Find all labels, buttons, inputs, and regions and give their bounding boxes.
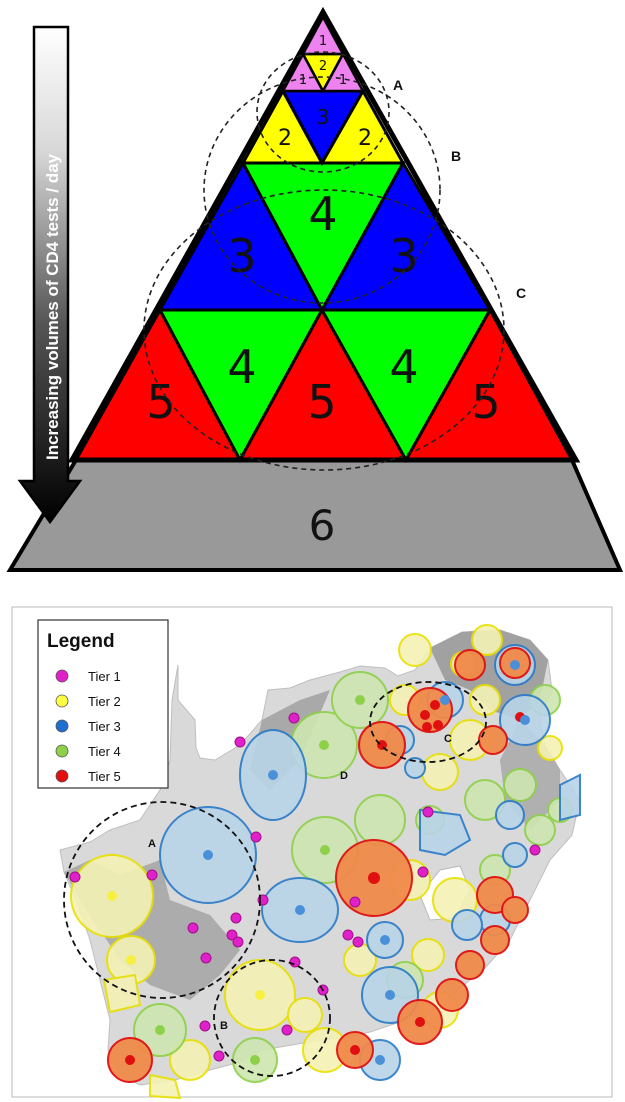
tier-label-2-left: 2	[278, 126, 292, 151]
tier-label-3-left: 3	[227, 229, 256, 283]
tier-label-4-center: 4	[308, 187, 337, 241]
cluster-label-c: C	[444, 733, 452, 745]
legend-swatch-tier1	[55, 669, 69, 683]
tier-label-5-left: 5	[146, 375, 175, 429]
tier-label-3-right: 3	[389, 229, 418, 283]
tier-label-5-right: 5	[471, 375, 500, 429]
tier1-points	[69, 712, 541, 1062]
pyramid-outline	[67, 6, 581, 463]
legend-label-tier2: Tier 2	[88, 694, 121, 709]
circle-b	[203, 76, 441, 304]
pyramid-diagram: 1 1 2 1 2 3 2 3 4 3 5 4 5 4 5 6 A B C	[6, 6, 624, 572]
tier-label-1-right: 1	[339, 73, 347, 88]
zone-center-dots	[107, 660, 530, 1065]
tier-label-1-top: 1	[319, 34, 327, 49]
tier3-right-triangle	[319, 159, 493, 312]
tier2-right-triangle	[319, 87, 406, 165]
tier-label-4-left: 4	[227, 340, 256, 394]
tier2-zones	[70, 624, 563, 1100]
legend-swatch-tier2	[55, 694, 69, 708]
legend-swatch-tier3	[55, 719, 69, 733]
tier1-top-triangle	[300, 14, 346, 56]
legend-label-tier1: Tier 1	[88, 669, 121, 684]
legend-label-tier4: Tier 4	[88, 744, 121, 759]
legend-label-tier3: Tier 3	[88, 719, 121, 734]
volume-arrow	[17, 25, 83, 525]
tier-map: A B C D Legend Tier 1 Tier 2 Tier 3 Tier…	[11, 606, 613, 1100]
legend-title: Legend	[47, 631, 115, 652]
map-legend: Legend Tier 1 Tier 2 Tier 3 Tier 4 Tier …	[37, 619, 169, 789]
cluster-label-a: A	[148, 838, 156, 850]
legend-swatch-tier5	[55, 769, 69, 783]
tier-label-2-small: 2	[319, 59, 327, 74]
tier-label-5-center: 5	[307, 375, 336, 429]
circle-label-b: B	[451, 148, 461, 164]
tier-label-1-left: 1	[299, 73, 307, 88]
cluster-circle-c	[369, 681, 487, 763]
cluster-label-b: B	[220, 1020, 228, 1032]
circle-a	[256, 51, 390, 173]
tier-label-3-small: 3	[317, 105, 330, 129]
circle-c	[143, 189, 505, 471]
tier-label-6-base: 6	[309, 501, 336, 550]
cluster-circle-a	[63, 801, 261, 999]
circle-label-c: C	[516, 285, 526, 301]
circle-label-a: A	[393, 77, 403, 93]
tier-label-4-right: 4	[389, 340, 418, 394]
volume-arrow-label: Increasing volumes of CD4 tests / day	[43, 153, 62, 460]
cluster-circle-b	[213, 959, 331, 1077]
legend-label-tier5: Tier 5	[88, 769, 121, 784]
legend-swatch-tier4	[55, 744, 69, 758]
cluster-label-d: D	[340, 770, 348, 782]
tier1-right-triangle	[320, 51, 366, 93]
tier-label-2-right: 2	[358, 126, 372, 151]
